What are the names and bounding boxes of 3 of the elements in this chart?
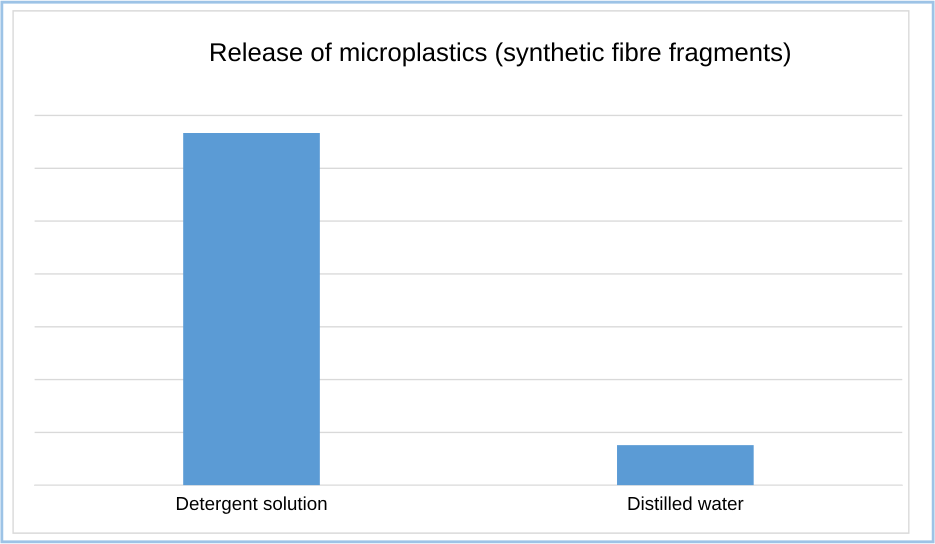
- x-tick-label: Distilled water: [628, 496, 744, 510]
- x-tick-label: Detergent solution: [176, 496, 326, 514]
- chart-title: Release of microplastics (synthetic fibre fragments): [211, 42, 790, 66]
